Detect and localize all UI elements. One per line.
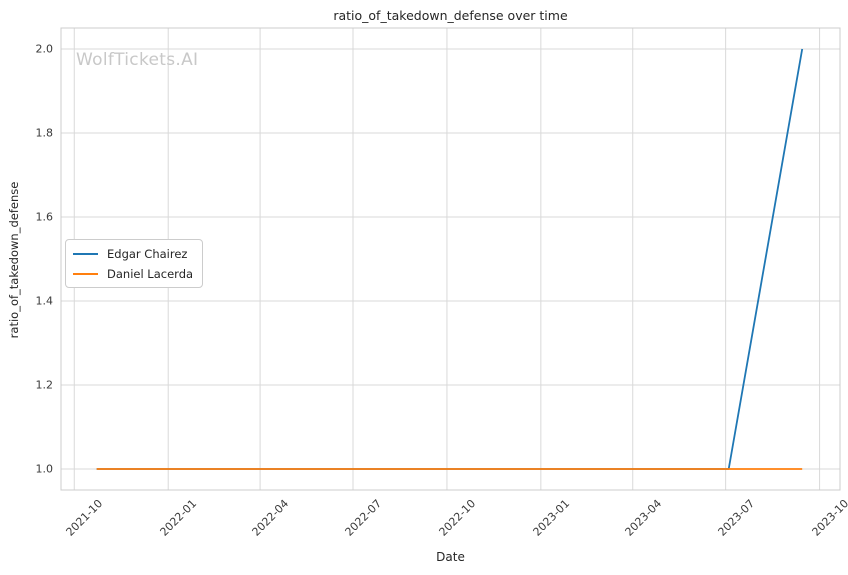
legend-swatch-line xyxy=(73,252,98,255)
y-axis-label: ratio_of_takedown_defense xyxy=(7,181,21,339)
legend-swatch-line xyxy=(73,272,98,275)
watermark: WolfTickets.AI xyxy=(76,50,199,70)
chart-title: ratio_of_takedown_defense over time xyxy=(333,8,568,23)
legend-item: Edgar Chairez xyxy=(73,245,193,262)
legend: Edgar Chairez Daniel Lacerda xyxy=(65,239,204,288)
legend-item-label: Edgar Chairez xyxy=(107,246,188,261)
x-axis-label: Date xyxy=(436,550,465,564)
plot-spines xyxy=(60,27,841,491)
legend-item-label: Daniel Lacerda xyxy=(107,266,194,281)
legend-item: Daniel Lacerda xyxy=(73,265,193,282)
